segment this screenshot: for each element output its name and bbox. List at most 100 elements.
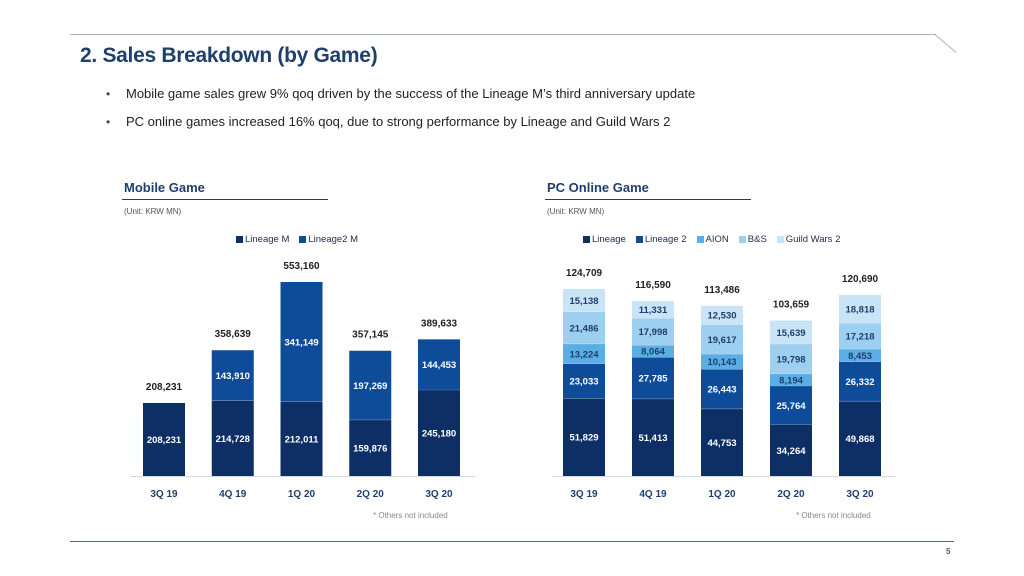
bar-segment-lineage-m <box>280 401 323 476</box>
bar-segment-lineage <box>770 424 812 476</box>
bar-segment-lineage <box>563 398 605 476</box>
bar-segment-lineage <box>701 408 743 476</box>
page-number: 5 <box>946 547 951 556</box>
x-tick-label: 4Q 19 <box>219 489 247 500</box>
segment-value-label: 8,194 <box>779 375 803 386</box>
bar-segment-lineage <box>839 401 881 476</box>
bar-segment-b-s <box>770 344 812 374</box>
bar-segment-aion <box>770 373 812 386</box>
segment-value-label: 15,639 <box>776 328 805 339</box>
bar-segment-lineage-m <box>349 419 392 476</box>
bar-segment-lineage-m <box>143 402 185 476</box>
pc-unit: (Unit: KRW MN) <box>547 207 605 216</box>
segment-value-label: 23,033 <box>569 377 598 388</box>
segment-value-label: 21,486 <box>569 323 598 334</box>
segment-value-label: 8,064 <box>641 347 665 358</box>
mobile-title-rule <box>122 199 328 200</box>
bar-segment-guild-wars-2 <box>701 305 743 325</box>
total-value-label: 389,633 <box>421 318 458 329</box>
legend-swatch <box>776 236 784 243</box>
total-value-label: 103,659 <box>773 300 810 311</box>
segment-value-label: 15,138 <box>569 296 598 307</box>
bar-segment-lineage2-m <box>211 350 254 401</box>
x-tick-label: 1Q 20 <box>288 489 316 500</box>
total-value-label: 357,145 <box>352 330 389 341</box>
pc-chart-title: PC Online Game <box>547 180 649 195</box>
bar-segment-lineage2-m <box>280 282 323 402</box>
legend-label: Lineage 2 <box>644 234 687 245</box>
bar-segment-guild-wars-2 <box>563 288 605 312</box>
x-tick-label: 3Q 20 <box>846 489 874 500</box>
bar-segment-lineage-2 <box>701 369 743 409</box>
legend-item-guild-wars-2: Guild Wars 2 <box>776 234 841 245</box>
segment-value-label: 12,530 <box>707 311 736 322</box>
total-value-label: 358,639 <box>215 329 252 340</box>
footer-rule <box>70 541 954 542</box>
segment-value-label: 159,876 <box>353 443 387 454</box>
segment-value-label: 49,868 <box>845 434 874 445</box>
bar-segment-aion <box>701 354 743 370</box>
segment-value-label: 26,332 <box>845 377 874 388</box>
segment-value-label: 51,829 <box>569 433 598 444</box>
segment-value-label: 341,149 <box>284 337 318 348</box>
legend-label: B&S <box>747 234 767 245</box>
segment-value-label: 26,443 <box>707 385 736 396</box>
legend-swatch <box>583 236 590 243</box>
x-tick-label: 3Q 20 <box>425 489 453 500</box>
mobile-legend: Lineage M Lineage2 M <box>236 234 358 245</box>
pc-title-rule <box>545 199 751 200</box>
legend-item-lineage2-m: Lineage2 M <box>299 234 358 245</box>
segment-value-label: 212,011 <box>285 434 320 445</box>
slide-title: 2. Sales Breakdown (by Game) <box>80 44 378 67</box>
total-value-label: 553,160 <box>283 261 320 272</box>
x-tick-label: 3Q 19 <box>150 489 178 500</box>
bar-segment-aion <box>839 349 881 362</box>
bar-segment-lineage-2 <box>770 385 812 425</box>
bar-segment-lineage2-m <box>418 339 460 391</box>
mobile-chart-title: Mobile Game <box>124 180 205 195</box>
segment-value-label: 144,453 <box>422 360 456 371</box>
legend-swatch <box>696 236 704 243</box>
segment-value-label: 214,728 <box>216 434 250 445</box>
legend-item-bns: B&S <box>738 234 767 245</box>
segment-value-label: 19,798 <box>776 354 805 365</box>
segment-value-label: 17,998 <box>638 327 667 338</box>
segment-value-label: 34,264 <box>776 446 806 457</box>
bar-segment-lineage-2 <box>839 361 881 402</box>
segment-value-label: 245,180 <box>422 429 456 440</box>
mobile-unit: (Unit: KRW MN) <box>124 207 182 216</box>
bullet-list: Mobile game sales grew 9% qoq driven by … <box>106 84 695 140</box>
bar-segment-guild-wars-2 <box>839 295 881 324</box>
legend-item-lineage-2: Lineage 2 <box>635 234 687 245</box>
segment-value-label: 44,753 <box>707 438 736 449</box>
legend-label: Guild Wars 2 <box>785 234 841 245</box>
mobile-note: * Others not included <box>373 511 448 520</box>
bullet-mobile: Mobile game sales grew 9% qoq driven by … <box>106 84 695 112</box>
segment-value-label: 8,453 <box>848 351 872 362</box>
x-tick-label: 4Q 19 <box>639 489 667 500</box>
bar-segment-b-s <box>839 323 881 350</box>
legend-swatch <box>299 236 307 243</box>
bar-segment-lineage-2 <box>563 363 605 399</box>
segment-value-label: 18,818 <box>845 305 874 316</box>
legend-label: Lineage M <box>245 234 290 245</box>
legend-swatch <box>236 236 243 243</box>
segment-value-label: 27,785 <box>638 374 668 385</box>
legend-swatch <box>738 236 746 243</box>
total-value-label: 124,709 <box>566 268 603 279</box>
bar-segment-lineage-m <box>211 400 254 476</box>
segment-value-label: 10,143 <box>707 357 736 368</box>
segment-value-label: 17,218 <box>845 332 874 343</box>
legend-label: Lineage <box>592 234 626 245</box>
legend-label: Lineage2 M <box>308 234 359 245</box>
bar-segment-lineage-2 <box>632 357 674 399</box>
legend-item-aion: AION <box>696 234 729 245</box>
x-tick-label: 3Q 19 <box>570 489 598 500</box>
x-tick-label: 1Q 20 <box>708 489 736 500</box>
legend-label: AION <box>705 234 729 245</box>
bar-segment-b-s <box>701 324 743 355</box>
bar-segment-aion <box>632 345 674 358</box>
total-value-label: 116,590 <box>635 280 671 291</box>
legend-swatch <box>635 236 643 243</box>
